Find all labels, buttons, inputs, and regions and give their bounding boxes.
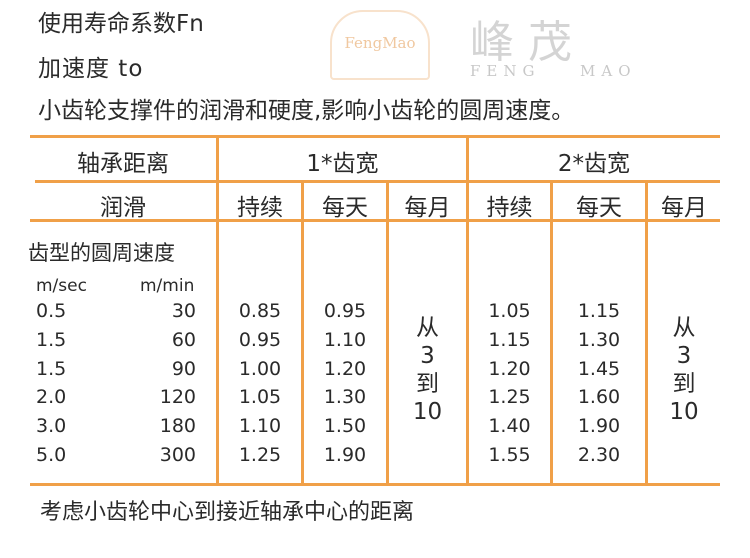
col-rule	[466, 135, 469, 486]
g2-continuous-cell: 1.55	[488, 444, 531, 466]
m-min-cell: 30	[171, 300, 196, 322]
m-sec-cell: 5.0	[36, 444, 67, 466]
m-sec-cell: 1.5	[36, 357, 67, 380]
monthly-to: 到	[416, 371, 439, 397]
m-min-cell: 60	[171, 328, 196, 351]
g2-daily-cell: 1.90	[577, 415, 621, 438]
g2-continuous-cell: 1.25	[488, 386, 531, 409]
unit-m-sec: m/sec	[36, 276, 87, 296]
g2-daily-cell: 1.15	[577, 300, 621, 322]
g2-monthly-value: 从 3 到 10	[648, 314, 720, 426]
g1-continuous-cell: 0.85	[238, 300, 282, 322]
g2-daily-cell: 1.30	[577, 328, 621, 351]
g1-daily-cell: 1.20	[323, 357, 367, 380]
g1-continuous-header: 持续	[237, 195, 283, 221]
note-text: 小齿轮支撑件的润滑和硬度,影响小齿轮的圆周速度。	[38, 98, 575, 124]
table-subheader-rule	[30, 219, 720, 222]
g2-daily-cell: 1.45	[577, 357, 621, 380]
g2-daily-header: 每天	[576, 195, 622, 221]
watermark-en1: FENG	[470, 62, 541, 80]
g1-continuous-cell: 1.05	[238, 386, 282, 409]
g1-daily-cell: 1.30	[323, 386, 367, 409]
g2-continuous-cell: 1.05	[488, 300, 531, 322]
g2-continuous-cell: 1.15	[488, 328, 531, 351]
footer-note: 考虑小齿轮中心到接近轴承中心的距离	[40, 500, 415, 525]
speed-label: 齿型的圆周速度	[28, 241, 175, 265]
lubrication-header: 润滑	[100, 195, 146, 221]
watermark-cn: 峰茂	[470, 17, 586, 68]
table-header-rule	[35, 180, 720, 183]
m-min-cell: 180	[159, 415, 196, 438]
col-rule	[301, 180, 304, 486]
col-rule	[386, 180, 389, 486]
group-1-header: 1*齿宽	[306, 151, 379, 177]
watermark-en2: MAO	[580, 62, 637, 80]
m-sec-cell: 2.0	[36, 386, 67, 409]
g1-daily-cell: 0.95	[323, 300, 367, 322]
g2-daily-cell: 1.60	[577, 386, 621, 409]
g2-monthly-header: 每月	[661, 195, 707, 221]
monthly-max: 10	[412, 399, 443, 425]
g2-daily-cell: 2.30	[577, 444, 621, 466]
table-top-rule	[30, 135, 720, 138]
bearing-distance-header: 轴承距离	[77, 151, 169, 177]
g2-continuous-header: 持续	[486, 195, 533, 221]
watermark-logo-text: FengMao	[344, 34, 416, 52]
monthly-to: 到	[672, 371, 696, 397]
g1-daily-cell: 1.90	[323, 444, 367, 466]
table-bottom-rule	[30, 483, 720, 486]
group-2-header: 2*齿宽	[557, 151, 631, 177]
life-factor-title: 使用寿命系数Fn	[38, 11, 204, 37]
acceleration-title: 加速度 to	[38, 56, 144, 82]
monthly-max: 10	[669, 399, 699, 425]
g1-continuous-cell: 1.00	[238, 357, 282, 380]
m-sec-cell: 3.0	[36, 415, 67, 438]
m-sec-cell: 1.5	[36, 328, 67, 351]
monthly-from: 从	[672, 315, 696, 341]
m-min-cell: 300	[159, 444, 196, 466]
g2-continuous-cell: 1.20	[488, 357, 531, 380]
g1-monthly-value: 从 3 到 10	[389, 314, 466, 426]
g2-continuous-cell: 1.40	[488, 415, 531, 438]
m-min-cell: 120	[159, 386, 196, 409]
g1-continuous-cell: 0.95	[238, 328, 282, 351]
monthly-min: 3	[676, 343, 692, 369]
monthly-min: 3	[420, 343, 435, 369]
col-rule	[216, 135, 219, 486]
g1-daily-cell: 1.10	[323, 328, 367, 351]
col-rule	[645, 180, 648, 486]
watermark-gear-logo: FengMao	[330, 10, 430, 80]
m-min-cell: 90	[171, 357, 196, 380]
m-sec-cell: 0.5	[36, 300, 67, 322]
col-rule	[550, 180, 553, 486]
g1-continuous-cell: 1.25	[238, 444, 282, 466]
g1-daily-header: 每天	[322, 195, 368, 221]
monthly-from: 从	[416, 315, 439, 341]
g1-daily-cell: 1.50	[323, 415, 367, 438]
g1-monthly-header: 每月	[404, 195, 451, 221]
g1-continuous-cell: 1.10	[238, 415, 282, 438]
unit-m-min: m/min	[140, 276, 195, 296]
